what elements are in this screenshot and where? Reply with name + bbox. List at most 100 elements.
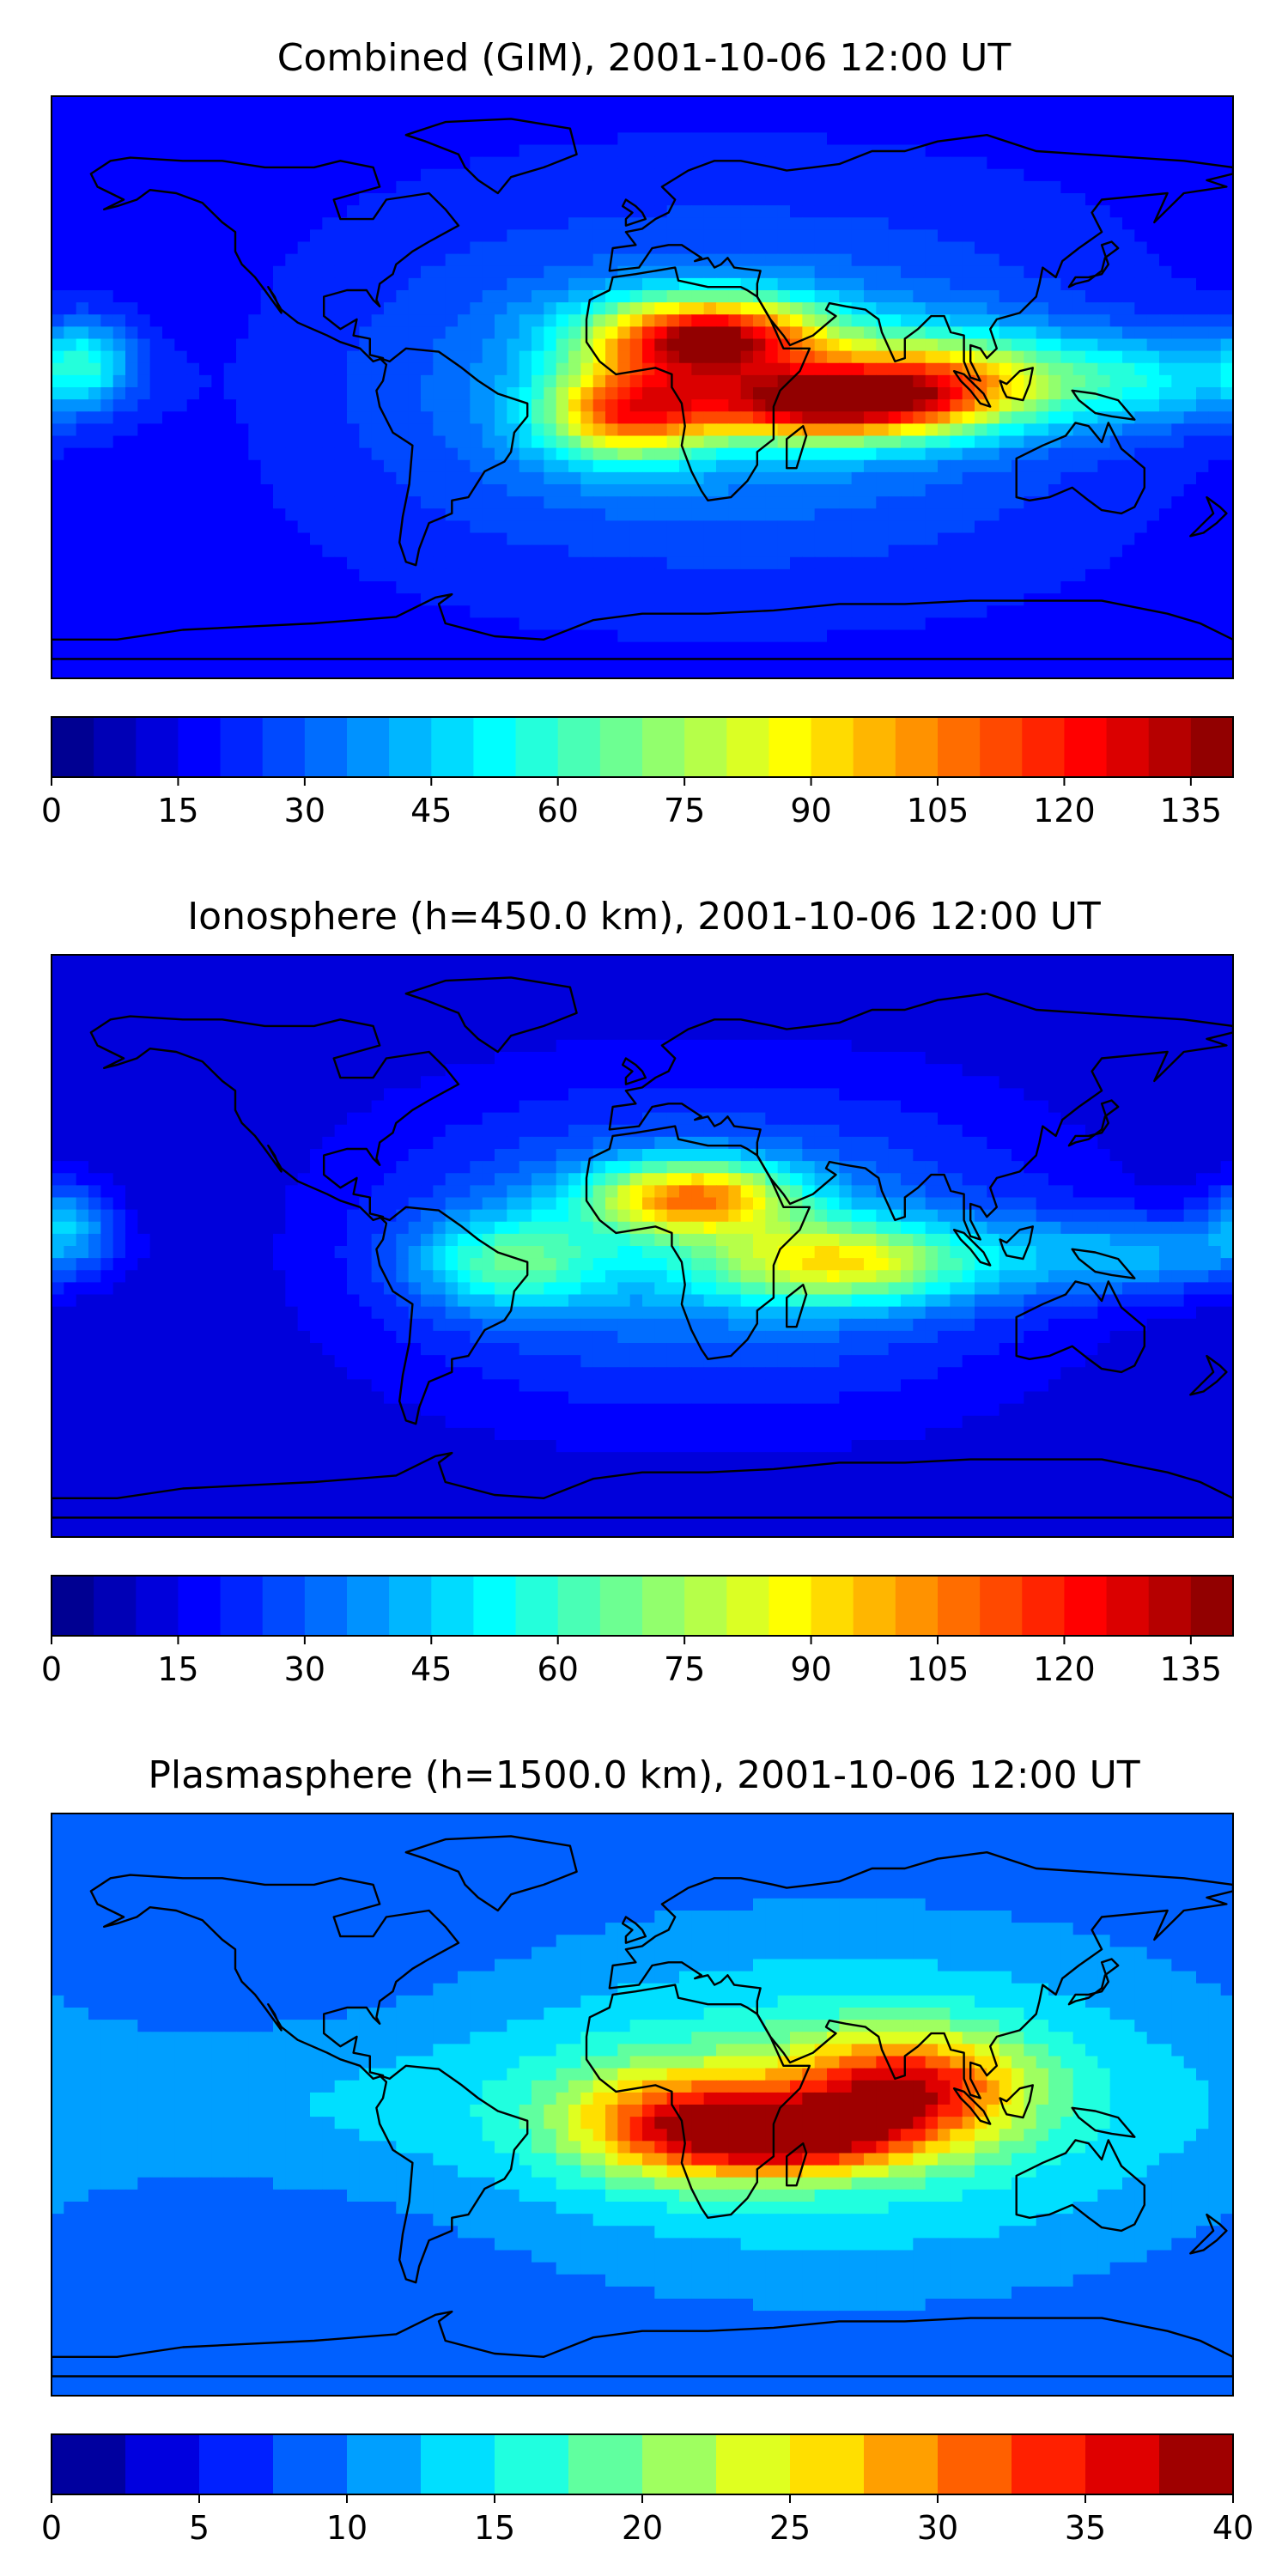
heatmap-cell (125, 641, 138, 655)
heatmap-cell (975, 144, 987, 158)
heatmap-cell (1122, 593, 1135, 606)
heatmap-cell (999, 653, 1012, 667)
heatmap-cell (1060, 193, 1074, 206)
heatmap-cell (88, 205, 101, 218)
heatmap-cell (149, 193, 163, 206)
heatmap-cell (975, 629, 987, 643)
heatmap-cell (654, 156, 668, 170)
heatmap-cell (1208, 605, 1222, 618)
heatmap-cell (458, 132, 471, 146)
heatmap-cell (76, 302, 89, 315)
heatmap-cell (1183, 265, 1197, 279)
heatmap-cell (864, 193, 877, 206)
heatmap-cell (64, 290, 77, 303)
heatmap-cell (248, 144, 262, 158)
heatmap-cell (962, 967, 975, 980)
heatmap-cell (605, 435, 618, 449)
heatmap-cell (987, 411, 1000, 424)
heatmap-cell (359, 144, 373, 158)
heatmap-cell (76, 241, 89, 255)
heatmap-cell (544, 617, 557, 631)
heatmap-cell (568, 484, 581, 497)
heatmap-cell (1085, 132, 1098, 146)
heatmap-cell (617, 496, 631, 509)
heatmap-cell (273, 374, 286, 388)
heatmap-cell (1048, 108, 1061, 121)
heatmap-cell (125, 96, 138, 109)
heatmap-cell (285, 568, 299, 582)
heatmap-cell (174, 265, 188, 279)
heatmap-cell (384, 568, 397, 582)
heatmap-cell (617, 979, 631, 992)
heatmap-cell (629, 508, 643, 521)
heatmap-cell (913, 447, 927, 461)
heatmap-cell (1183, 581, 1197, 594)
heatmap-cell (88, 290, 101, 303)
heatmap-cell (987, 544, 1000, 558)
heatmap-cell (839, 132, 853, 146)
heatmap-cell (359, 362, 373, 376)
heatmap-cell (273, 277, 286, 291)
heatmap-cell (1208, 326, 1222, 340)
heatmap-cell (839, 253, 853, 267)
heatmap-cell (753, 144, 766, 158)
heatmap-cell (987, 471, 1000, 485)
heatmap-cell (814, 544, 828, 558)
heatmap-cell (1109, 605, 1123, 618)
heatmap-cell (1146, 617, 1160, 631)
heatmap-cell (1196, 96, 1209, 109)
heatmap-cell (310, 193, 323, 206)
heatmap-cell (876, 532, 890, 546)
heatmap-cell (654, 617, 668, 631)
heatmap-cell (100, 423, 114, 437)
heatmap-cell (556, 411, 569, 424)
heatmap-cell (371, 423, 385, 437)
heatmap-cell (1012, 265, 1024, 279)
heatmap-cell (1134, 132, 1148, 146)
heatmap-cell (125, 108, 138, 121)
heatmap-cell (629, 629, 643, 643)
heatmap-cell (310, 544, 323, 558)
heatmap-cell (1196, 374, 1209, 388)
heatmap-cell (605, 168, 618, 182)
heatmap-cell (617, 399, 631, 412)
heatmap-cell (728, 120, 742, 133)
heatmap-cell (1122, 955, 1135, 968)
heatmap-cell (470, 568, 483, 582)
heatmap-cell (716, 581, 729, 594)
heatmap-cell (876, 435, 890, 449)
heatmap-cell (260, 991, 274, 1005)
heatmap-cell (297, 180, 311, 194)
heatmap-cell (925, 338, 939, 352)
heatmap-cell (236, 314, 249, 327)
heatmap-cell (470, 144, 483, 158)
heatmap-cell (975, 605, 987, 618)
heatmap-cell (470, 967, 483, 980)
heatmap-cell (568, 955, 581, 968)
heatmap-cell (913, 338, 927, 352)
heatmap-cell (458, 532, 471, 546)
heatmap-cell (901, 617, 914, 631)
heatmap-cell (544, 253, 557, 267)
heatmap-cell (765, 132, 779, 146)
heatmap-cell (679, 350, 692, 364)
heatmap-cell (629, 532, 643, 546)
heatmap-cell (371, 277, 385, 291)
heatmap-cell (1024, 253, 1037, 267)
heatmap-cell (1122, 290, 1135, 303)
heatmap-cell (1220, 532, 1233, 546)
heatmap-cell (149, 241, 163, 255)
heatmap-cell (125, 326, 138, 340)
heatmap-cell (495, 544, 507, 558)
heatmap-cell (1060, 411, 1074, 424)
heatmap-cell (1208, 641, 1222, 655)
heatmap-cell (556, 581, 569, 594)
heatmap-cell (1060, 423, 1074, 437)
heatmap-cell (273, 217, 286, 230)
heatmap-cell (617, 641, 631, 655)
heatmap-cell (580, 544, 594, 558)
heatmap-cell (1208, 979, 1222, 992)
heatmap-cell (642, 447, 655, 461)
heatmap-cell (851, 593, 865, 606)
heatmap-cell (790, 253, 803, 267)
